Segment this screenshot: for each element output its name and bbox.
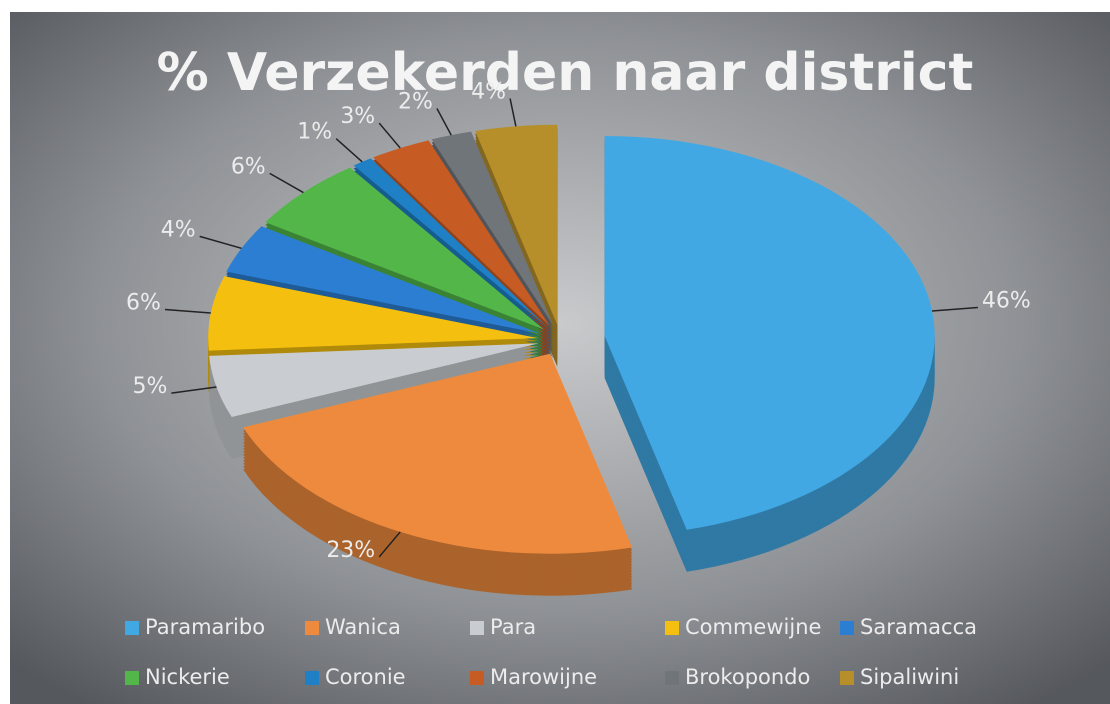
data-label: 4% <box>471 80 506 105</box>
slice <box>226 226 541 334</box>
data-label: 6% <box>126 290 161 315</box>
slice <box>265 167 544 330</box>
leader-line <box>269 172 304 194</box>
slice <box>208 276 539 351</box>
slice <box>353 158 548 328</box>
leader-line <box>436 108 452 136</box>
slice <box>243 353 633 554</box>
legend-swatch <box>665 671 679 685</box>
legend-swatch <box>665 621 679 635</box>
slice-group <box>604 136 935 572</box>
legend-swatch <box>305 671 319 685</box>
data-label: 4% <box>161 217 196 242</box>
data-label: 6% <box>231 154 266 179</box>
data-label: 1% <box>297 120 332 145</box>
data-label: 2% <box>398 90 433 115</box>
legend-label: Sipaliwini <box>860 665 959 689</box>
legend-swatch <box>125 671 139 685</box>
slice <box>475 124 558 325</box>
data-label: 5% <box>132 374 167 399</box>
legend-swatch <box>840 671 854 685</box>
data-label: 46% <box>982 288 1031 313</box>
legend-label: Saramacca <box>860 615 977 639</box>
legend-swatch <box>305 621 319 635</box>
data-label: 23% <box>326 538 375 563</box>
leader-line <box>931 306 978 312</box>
legend-swatch <box>125 621 139 635</box>
legend-swatch <box>470 621 484 635</box>
legend-label: Nickerie <box>145 665 230 689</box>
leader-line <box>171 386 217 394</box>
legend-label: Paramaribo <box>145 615 265 639</box>
legend-swatch <box>470 671 484 685</box>
leader-line <box>509 98 517 127</box>
leader-line <box>378 122 401 149</box>
slice <box>373 140 551 327</box>
slice <box>431 131 554 326</box>
legend-label: Marowijne <box>490 665 597 689</box>
chart-title: % Verzekerden naar district <box>157 43 974 103</box>
leader-line <box>199 235 242 250</box>
leader-line <box>335 138 363 163</box>
slice <box>604 136 935 530</box>
legend-label: Coronie <box>325 665 406 689</box>
data-label: 3% <box>340 104 375 129</box>
legend-swatch <box>840 621 854 635</box>
leader-line <box>378 531 401 558</box>
legend-label: Commewijne <box>685 615 821 639</box>
leader-line <box>164 308 211 314</box>
slice-group <box>243 353 633 596</box>
legend-label: Para <box>490 615 536 639</box>
background <box>10 12 1110 704</box>
slice <box>209 343 539 417</box>
legend-label: Wanica <box>325 615 401 639</box>
legend-label: Brokopondo <box>685 665 810 689</box>
